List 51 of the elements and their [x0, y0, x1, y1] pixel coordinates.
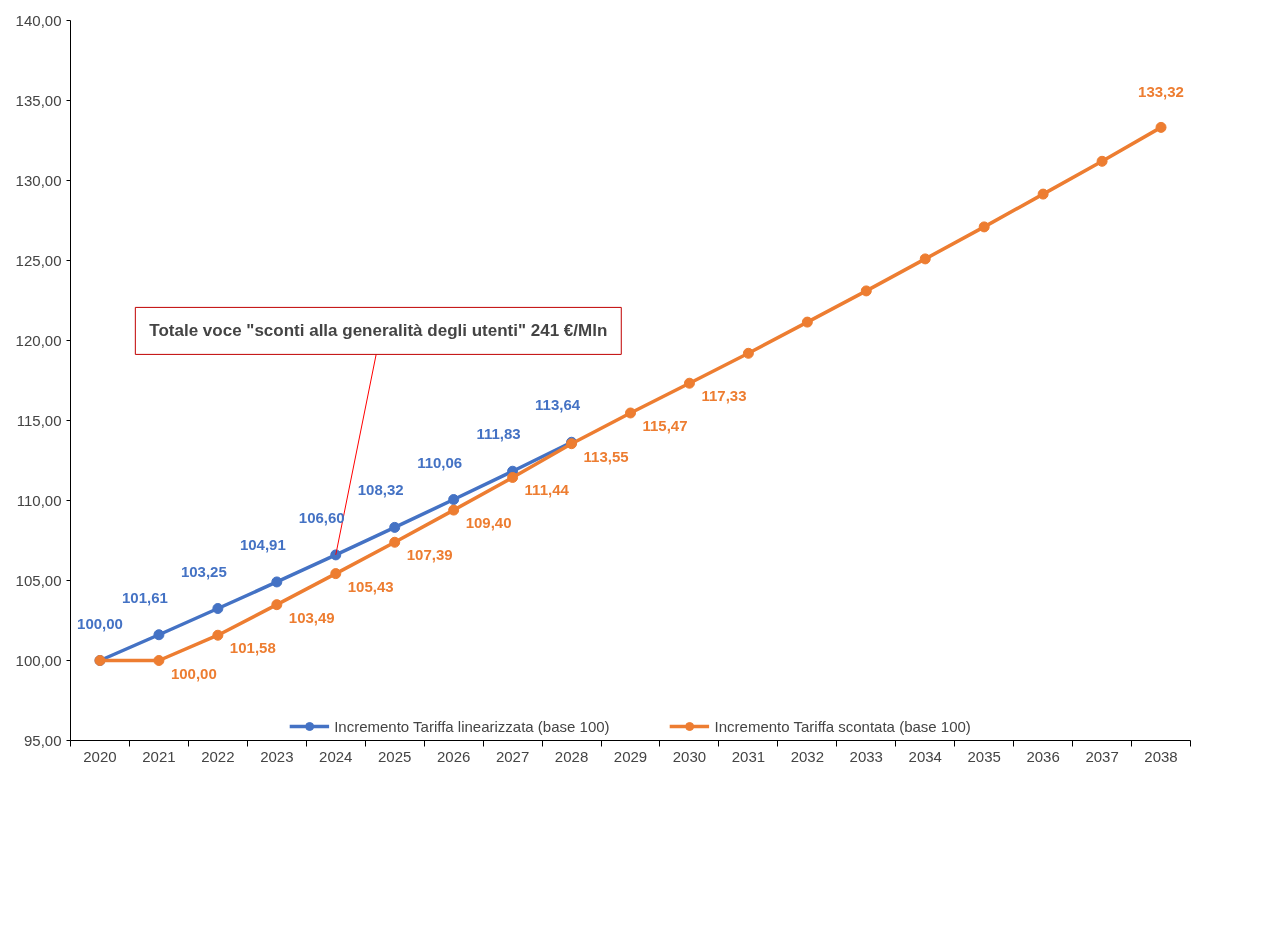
y-tick-label: 125,00: [15, 251, 62, 269]
y-tick-label: 95,00: [23, 731, 62, 749]
x-tick-label: 2037: [1085, 747, 1119, 765]
annotation: Totale voce "sconti alla generalità degli utenti" 241 €/Mln: [149, 321, 608, 341]
y-tick-label: 140,00: [15, 11, 62, 29]
y-tick-label: 100,00: [15, 651, 62, 669]
x-tick-label: 2026: [436, 747, 471, 765]
x-tick-label: 2036: [1026, 747, 1060, 765]
data-label: 101,61: [121, 588, 168, 606]
x-tick-label: 2020: [83, 747, 117, 765]
x-tick-label: 2030: [672, 747, 707, 765]
y-tick-label: 115,00: [16, 411, 62, 429]
x-tick-label: 2035: [967, 747, 1001, 765]
y-tick-label: 105,00: [15, 571, 62, 589]
x-tick-label: 2032: [790, 747, 825, 765]
x-tick-label: 2038: [1144, 747, 1178, 765]
data-label: 111,44: [524, 481, 570, 499]
data-label: 133,32: [1138, 83, 1184, 101]
x-tick-label: 2023: [260, 747, 294, 765]
data-label: 104,91: [239, 535, 286, 553]
x-tick-label: 2021: [142, 747, 176, 765]
data-label: 100,00: [170, 664, 217, 682]
y-tick-label: 135,00: [15, 91, 62, 109]
data-label: 110,06: [417, 453, 463, 471]
x-tick-label: 2027: [495, 747, 530, 765]
data-label: 113,55: [583, 447, 629, 465]
data-label: 113,64: [535, 396, 581, 414]
data-label: 100,00: [77, 614, 123, 632]
data-label: 117,33: [701, 387, 747, 405]
y-tick-label: 130,00: [15, 171, 62, 189]
x-tick-label: 2025: [378, 747, 412, 765]
data-label: 111,83: [476, 425, 521, 443]
x-tick-label: 2022: [201, 747, 235, 765]
y-tick-label: 110,00: [16, 491, 62, 509]
data-label: 101,58: [229, 639, 276, 657]
x-tick-label: 2028: [554, 747, 589, 765]
data-label: 109,40: [465, 514, 512, 532]
x-tick-label: 2033: [849, 747, 883, 765]
data-label: 115,47: [642, 416, 688, 434]
legend-label: Incremento Tariffa scontata (base 100): [714, 717, 971, 735]
data-label: 103,25: [180, 562, 227, 580]
data-label: 107,39: [406, 546, 453, 564]
y-tick-label: 120,00: [15, 331, 62, 349]
x-tick-label: 2024: [319, 747, 353, 765]
data-label: 105,43: [347, 577, 394, 595]
data-label: 108,32: [357, 481, 404, 499]
x-tick-label: 2031: [731, 747, 766, 765]
data-label: 103,49: [288, 608, 335, 626]
x-tick-label: 2029: [613, 747, 648, 765]
legend-label: Incremento Tariffa linearizzata (base 100): [334, 717, 610, 735]
x-tick-label: 2034: [908, 747, 942, 765]
